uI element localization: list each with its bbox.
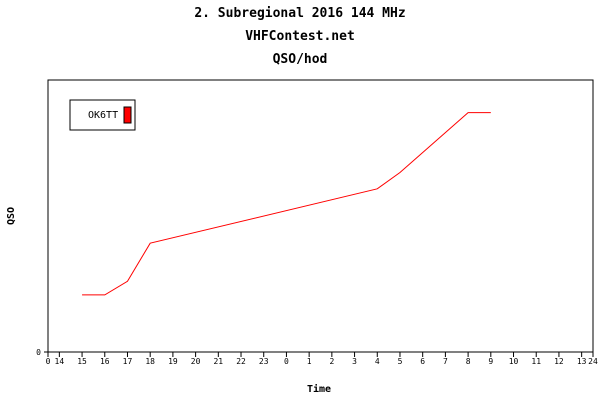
x-tick-label: 23 — [259, 357, 269, 366]
series-layer — [82, 112, 491, 296]
legend-label: OK6TT — [88, 110, 118, 121]
x-tick-label: 2 — [329, 357, 334, 366]
x-tick-label: 22 — [236, 357, 246, 366]
x-tick-label: 0 — [46, 357, 51, 366]
x-tick-label: 16 — [100, 357, 110, 366]
x-tick-label: 1 — [307, 357, 312, 366]
y-axis-title: QSO — [6, 207, 17, 225]
x-tick-label: 12 — [554, 357, 564, 366]
x-tick-label: 19 — [168, 357, 178, 366]
x-tick-label: 24 — [588, 357, 598, 366]
legend-swatch — [123, 106, 132, 124]
legend: OK6TT — [69, 99, 136, 131]
x-tick-label: 18 — [145, 357, 155, 366]
x-tick-label: 6 — [420, 357, 425, 366]
plot-frame — [47, 79, 594, 353]
chart-metric-title: QSO/hod — [272, 52, 328, 67]
chart-subtitle: VHFContest.net — [245, 29, 355, 44]
x-tick-label: 20 — [191, 357, 201, 366]
series-line-ok6tt — [82, 112, 491, 296]
x-tick-label: 5 — [398, 357, 403, 366]
x-axis-title: Time — [307, 383, 331, 395]
x-tick-label: 9 — [488, 357, 493, 366]
x-tick-label: 4 — [375, 357, 380, 366]
x-tick-label: 10 — [509, 357, 519, 366]
x-axis: 0 14 15 16 17 18 19 20 21 22 23 0 1 2 3 4 5 6 7 8 9 10 11 12 13 2… — [46, 352, 598, 366]
x-tick-label: 14 — [55, 357, 65, 366]
x-tick-label: 0 — [284, 357, 289, 366]
x-tick-label: 8 — [466, 357, 471, 366]
x-tick-label: 17 — [123, 357, 133, 366]
x-tick-label: 7 — [443, 357, 448, 366]
x-tick-label: 11 — [531, 357, 541, 366]
y-axis: 0 — [36, 348, 48, 357]
x-tick-label: 3 — [352, 357, 357, 366]
x-tick-label: 21 — [213, 357, 223, 366]
x-tick-label: 13 — [577, 357, 587, 366]
chart-title: 2. Subregional 2016 144 MHz — [194, 6, 406, 21]
y-tick-label: 0 — [36, 348, 41, 357]
x-tick-label: 15 — [77, 357, 87, 366]
